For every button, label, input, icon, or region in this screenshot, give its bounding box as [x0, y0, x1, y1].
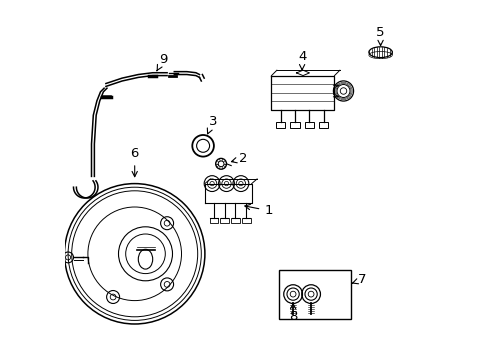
Text: 1: 1	[244, 204, 272, 217]
Bar	[242, 218, 250, 223]
Bar	[318, 122, 328, 128]
Text: 5: 5	[376, 26, 384, 46]
Bar	[220, 218, 228, 223]
Text: 2: 2	[231, 152, 247, 165]
Bar	[209, 218, 218, 223]
Text: 4: 4	[297, 50, 305, 70]
Bar	[289, 122, 299, 128]
Bar	[231, 218, 239, 223]
Text: 8: 8	[288, 303, 297, 323]
Bar	[304, 122, 313, 128]
Text: 3: 3	[207, 115, 217, 134]
Bar	[275, 122, 285, 128]
Text: 9: 9	[157, 53, 167, 71]
Bar	[278, 270, 350, 319]
Text: 6: 6	[130, 147, 139, 177]
Text: 7: 7	[351, 273, 366, 286]
